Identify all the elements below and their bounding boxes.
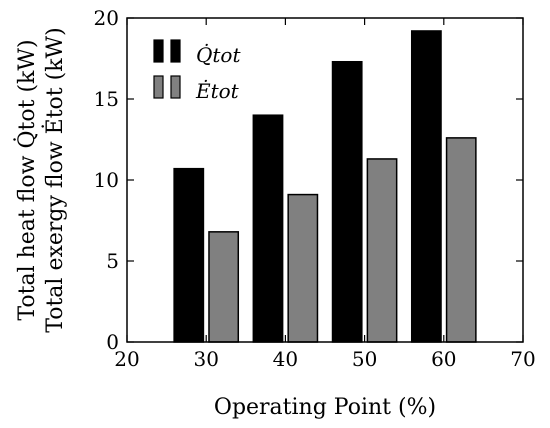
x-tick-label: 60 (431, 347, 456, 371)
x-tick-label: 70 (510, 347, 535, 371)
legend: Q̇tot Ėtot (153, 39, 241, 103)
x-tick-label: 40 (273, 347, 298, 371)
x-tick-label: 50 (352, 347, 377, 371)
bar-series-2-x-50 (366, 158, 398, 343)
y-axis-title-line-1: Total heat flow Q̇tot (kW) (14, 39, 40, 320)
x-axis-title: Operating Point (%) (214, 395, 436, 420)
y-axis-title-line-2: Total exergy flow Ėtot (kW) (41, 27, 68, 333)
bar-series-2-x-60 (445, 137, 477, 343)
bar-series-1-x-30 (173, 167, 205, 343)
axis-ticks: 20 30 40 50 60 70 0 5 10 15 20 (94, 6, 536, 371)
legend-swatch (170, 39, 181, 63)
bar-series-2-x-30 (208, 231, 240, 343)
legend-swatch (153, 75, 164, 99)
bars (173, 30, 477, 343)
legend-label: Q̇tot (196, 43, 241, 67)
bar-series-1-x-50 (331, 60, 363, 343)
legend-swatch (170, 75, 181, 99)
y-tick-label: 20 (94, 6, 119, 30)
bar-series-1-x-60 (410, 30, 442, 343)
y-tick-label: 10 (94, 168, 119, 192)
bar-series-2-x-40 (287, 193, 319, 343)
bar-series-1-x-40 (252, 114, 284, 343)
x-tick-label: 30 (193, 347, 218, 371)
legend-swatch (153, 39, 164, 63)
x-tick-label: 20 (114, 347, 139, 371)
y-tick-label: 0 (106, 330, 119, 354)
legend-label: Ėtot (195, 79, 240, 103)
y-tick-label: 5 (106, 249, 119, 273)
y-tick-label: 15 (94, 87, 119, 111)
